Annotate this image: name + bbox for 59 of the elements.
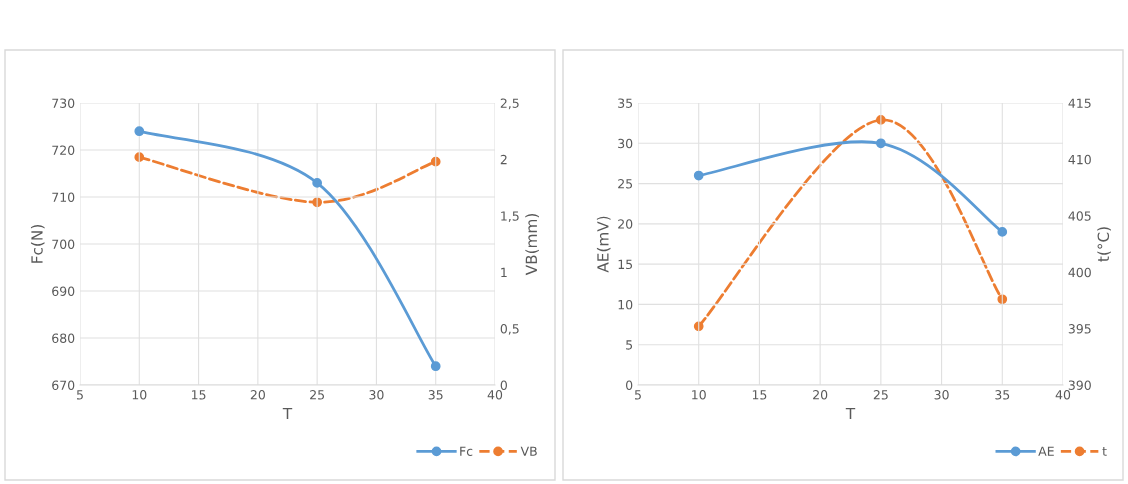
x-tick-label: 15 bbox=[191, 390, 206, 400]
point bbox=[312, 178, 323, 188]
y-tick-label: 25 bbox=[618, 179, 633, 189]
point bbox=[875, 138, 886, 149]
y-tick-label: 5 bbox=[626, 340, 633, 350]
x-tick-label: 25 bbox=[873, 390, 888, 400]
y-tick-label: 10 bbox=[618, 299, 633, 310]
y2-tick-label: 1,5 bbox=[501, 211, 519, 222]
y2-tick-label: 0 bbox=[500, 380, 507, 390]
y-tick-label: 690 bbox=[52, 286, 75, 296]
x-tick-label: 30 bbox=[934, 390, 949, 400]
legend-label: t bbox=[1102, 446, 1107, 456]
y2-tick-label: 405 bbox=[1068, 211, 1091, 221]
y-tick-label: 680 bbox=[52, 333, 75, 343]
y-tick-label: 670 bbox=[52, 380, 75, 390]
y-tick-label: 700 bbox=[52, 239, 75, 249]
x-tick-label: 35 bbox=[995, 390, 1010, 400]
x-tick-label: 40 bbox=[1055, 390, 1071, 400]
x-axis-title: T bbox=[282, 407, 293, 420]
x-tick-label: 25 bbox=[310, 390, 324, 400]
y2-tick-label: 415 bbox=[1068, 98, 1091, 108]
legend-label: Fc bbox=[460, 446, 473, 456]
point bbox=[134, 126, 145, 137]
y-tick-label: 30 bbox=[618, 138, 633, 149]
y2-tick-label: 2,5 bbox=[500, 98, 519, 110]
x-tick-label: 30 bbox=[369, 390, 384, 400]
y2-tick-label: 2 bbox=[500, 154, 507, 165]
x-tick-label: 5 bbox=[634, 390, 641, 400]
legend-label: VB bbox=[520, 446, 537, 456]
x-tick-label: 20 bbox=[813, 390, 828, 400]
x-tick-label: 20 bbox=[250, 390, 265, 400]
legend-label: AE bbox=[1038, 446, 1054, 456]
y-tick-label: 35 bbox=[618, 98, 633, 108]
point bbox=[430, 361, 441, 372]
x-tick-label: 40 bbox=[487, 390, 503, 400]
y2-axis-title: t(°C) bbox=[1097, 227, 1111, 262]
y2-tick-label: 1 bbox=[501, 267, 507, 277]
x-axis-title: T bbox=[845, 407, 856, 420]
point bbox=[693, 170, 704, 181]
y2-tick-label: 390 bbox=[1068, 380, 1091, 390]
y2-axis-title: VB(mm) bbox=[525, 214, 539, 276]
y2-tick-label: 410 bbox=[1068, 154, 1091, 165]
y-tick-label: 0 bbox=[626, 380, 633, 390]
y-axis-title: AE(mV) bbox=[596, 216, 611, 273]
y2-tick-label: 400 bbox=[1068, 267, 1091, 278]
y-tick-label: 720 bbox=[52, 145, 75, 155]
y-tick-label: 20 bbox=[618, 219, 633, 229]
y2-tick-label: 395 bbox=[1068, 324, 1091, 334]
x-tick-label: 35 bbox=[428, 390, 443, 400]
x-tick-label: 5 bbox=[76, 390, 83, 400]
point bbox=[997, 227, 1008, 237]
x-tick-label: 10 bbox=[132, 390, 147, 400]
y-axis-title: Fc(N) bbox=[30, 225, 45, 263]
y2-tick-label: 0,5 bbox=[500, 324, 519, 335]
y-tick-label: 15 bbox=[618, 259, 633, 270]
x-tick-label: 10 bbox=[692, 390, 706, 400]
y-tick-label: 730 bbox=[52, 98, 75, 108]
y-tick-label: 710 bbox=[52, 192, 75, 202]
x-tick-label: 15 bbox=[752, 390, 767, 400]
